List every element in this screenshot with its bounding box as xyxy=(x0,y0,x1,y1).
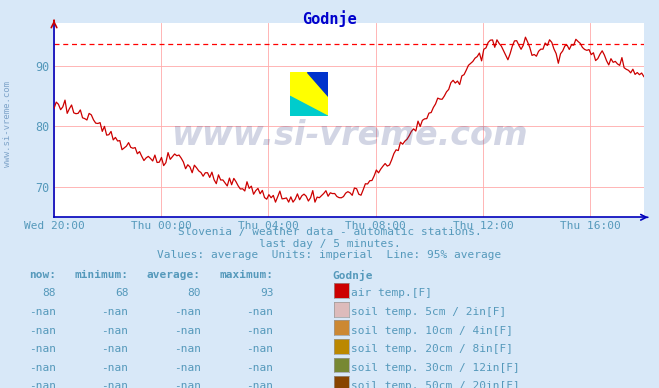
Polygon shape xyxy=(307,72,328,96)
Polygon shape xyxy=(290,96,328,116)
Text: soil temp. 10cm / 4in[F]: soil temp. 10cm / 4in[F] xyxy=(351,326,513,336)
Text: -nan: -nan xyxy=(101,326,129,336)
Text: Values: average  Units: imperial  Line: 95% average: Values: average Units: imperial Line: 95… xyxy=(158,250,501,260)
Text: now:: now: xyxy=(29,270,56,280)
Text: 88: 88 xyxy=(43,288,56,298)
Text: Godnje: Godnje xyxy=(333,270,373,281)
Text: www.si-vreme.com: www.si-vreme.com xyxy=(171,119,527,152)
Text: -nan: -nan xyxy=(101,307,129,317)
Text: -nan: -nan xyxy=(246,363,273,373)
Text: Slovenia / weather data - automatic stations.: Slovenia / weather data - automatic stat… xyxy=(178,227,481,237)
Text: -nan: -nan xyxy=(29,344,56,354)
Text: soil temp. 20cm / 8in[F]: soil temp. 20cm / 8in[F] xyxy=(351,344,513,354)
Text: last day / 5 minutes.: last day / 5 minutes. xyxy=(258,239,401,249)
Text: -nan: -nan xyxy=(174,326,201,336)
Text: -nan: -nan xyxy=(174,344,201,354)
Text: -nan: -nan xyxy=(101,363,129,373)
Text: -nan: -nan xyxy=(246,326,273,336)
Text: www.si-vreme.com: www.si-vreme.com xyxy=(3,81,13,167)
Text: -nan: -nan xyxy=(246,344,273,354)
Text: soil temp. 30cm / 12in[F]: soil temp. 30cm / 12in[F] xyxy=(351,363,520,373)
Text: air temp.[F]: air temp.[F] xyxy=(351,288,432,298)
Text: -nan: -nan xyxy=(29,381,56,388)
Text: -nan: -nan xyxy=(101,381,129,388)
Polygon shape xyxy=(290,72,328,116)
Text: -nan: -nan xyxy=(29,307,56,317)
Text: -nan: -nan xyxy=(29,326,56,336)
Text: -nan: -nan xyxy=(174,381,201,388)
Text: -nan: -nan xyxy=(246,307,273,317)
Text: soil temp. 5cm / 2in[F]: soil temp. 5cm / 2in[F] xyxy=(351,307,507,317)
Text: 93: 93 xyxy=(260,288,273,298)
Text: Godnje: Godnje xyxy=(302,10,357,26)
Text: 68: 68 xyxy=(115,288,129,298)
Text: maximum:: maximum: xyxy=(219,270,273,280)
Text: -nan: -nan xyxy=(174,363,201,373)
Text: -nan: -nan xyxy=(101,344,129,354)
Text: -nan: -nan xyxy=(29,363,56,373)
Text: 80: 80 xyxy=(188,288,201,298)
Text: -nan: -nan xyxy=(174,307,201,317)
Text: average:: average: xyxy=(147,270,201,280)
Text: -nan: -nan xyxy=(246,381,273,388)
Text: minimum:: minimum: xyxy=(74,270,129,280)
Text: soil temp. 50cm / 20in[F]: soil temp. 50cm / 20in[F] xyxy=(351,381,520,388)
